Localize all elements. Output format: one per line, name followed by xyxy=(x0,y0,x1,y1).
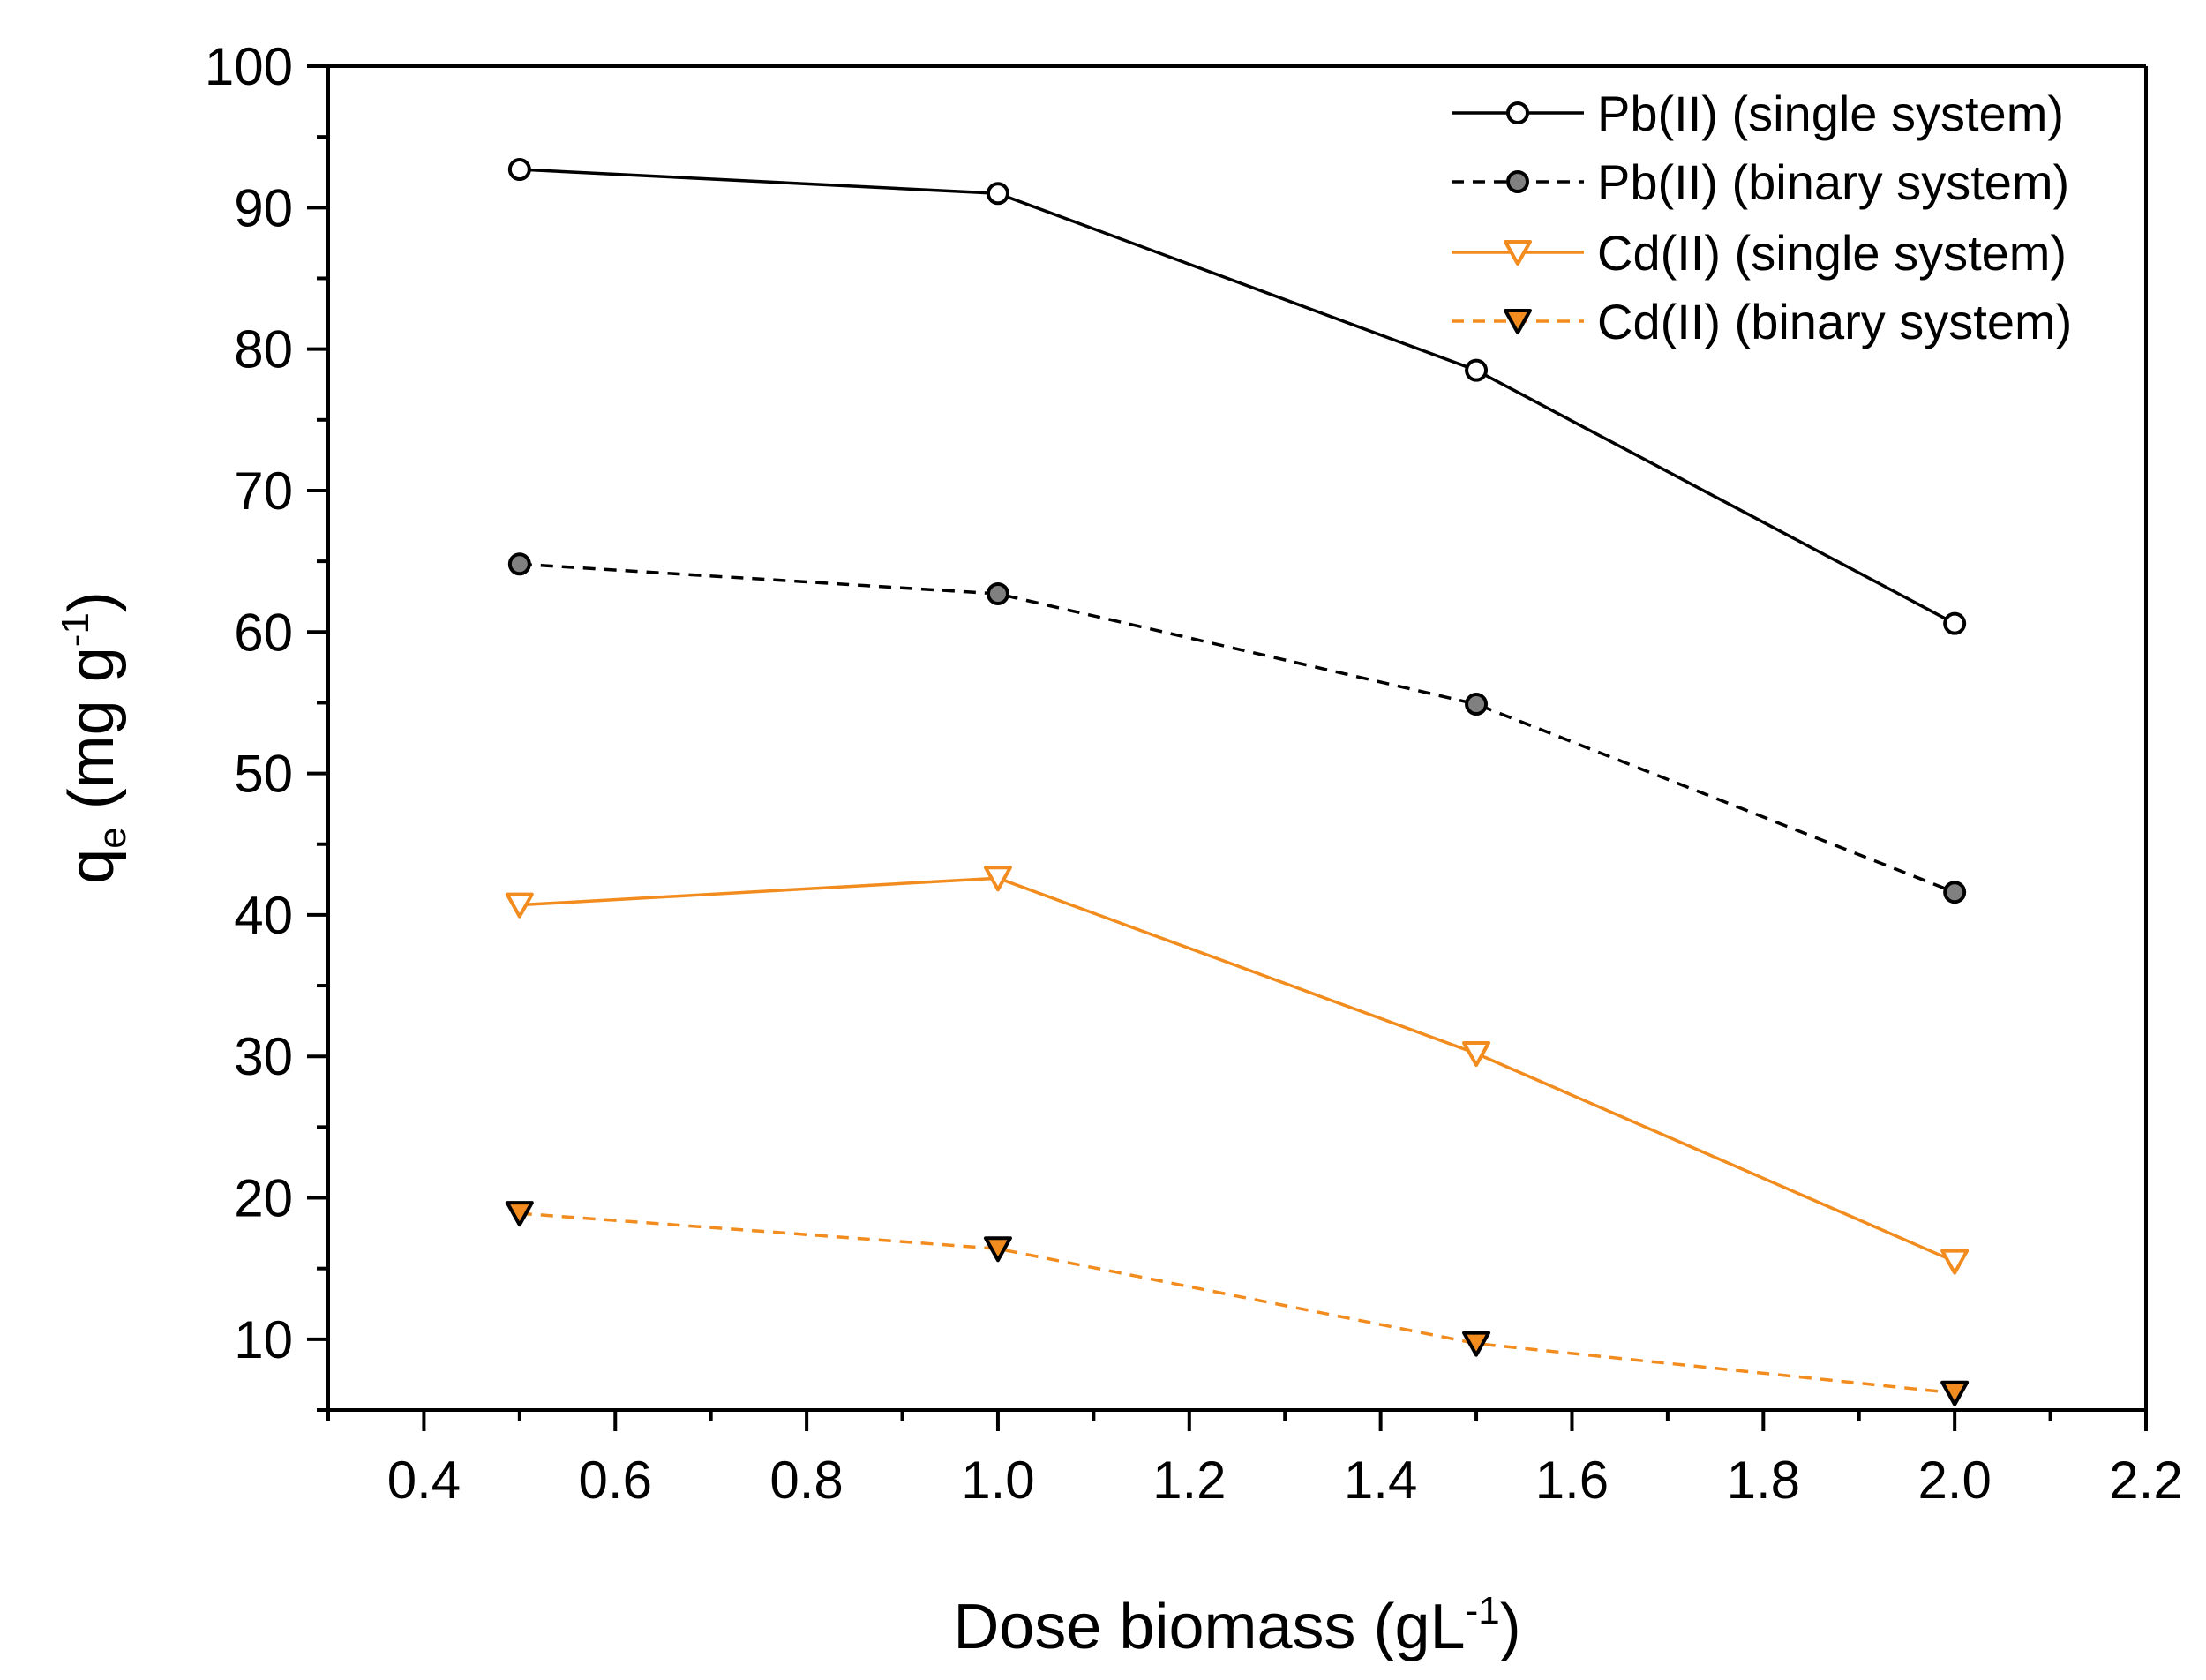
data-point xyxy=(1943,881,1967,904)
data-point xyxy=(1940,1249,1970,1275)
x-tick-label: 0.8 xyxy=(769,1451,843,1510)
x-tick-label: 1.0 xyxy=(961,1451,1034,1510)
legend-label: Cd(II) (binary system) xyxy=(1597,294,2072,349)
x-tick-label: 2.2 xyxy=(2109,1451,2182,1510)
legend-marker xyxy=(1506,101,1529,124)
legend-item: Pb(II) (single system) xyxy=(1452,86,2064,141)
data-point xyxy=(1465,693,1489,716)
legend-item: Pb(II) (binary system) xyxy=(1452,154,2069,210)
legend-label: Pb(II) (single system) xyxy=(1597,86,2064,141)
data-point xyxy=(505,892,534,919)
y-tick-label: 80 xyxy=(234,320,293,379)
legend: Pb(II) (single system) Pb(II) (binary sys… xyxy=(1452,86,2072,349)
legend-label: Cd(II) (single system) xyxy=(1597,225,2067,281)
x-axis-title: Dose biomass (gL-1) xyxy=(953,1589,1520,1662)
data-point xyxy=(983,866,1012,892)
series-4 xyxy=(505,1201,1970,1406)
x-tick-label: 1.6 xyxy=(1535,1451,1609,1510)
x-axis-ticks: 0.4 0.6 0.8 1.0 1.2 1.4 1.6 1.8 2.0 2.2 xyxy=(326,1410,2183,1510)
data-point xyxy=(1462,1331,1491,1357)
legend-item: Cd(II) (binary system) xyxy=(1452,294,2072,349)
series-1 xyxy=(507,158,1967,635)
x-tick-label: 0.6 xyxy=(579,1451,652,1510)
legend-item: Cd(II) (single system) xyxy=(1452,225,2067,281)
y-axis-ticks: 10 20 30 40 50 60 70 80 90 100 xyxy=(205,37,328,1412)
y-tick-label: 60 xyxy=(234,603,293,662)
y-tick-label: 100 xyxy=(205,37,293,96)
series-2 xyxy=(507,552,1967,904)
y-tick-label: 30 xyxy=(234,1027,293,1086)
legend-label: Pb(II) (binary system) xyxy=(1597,154,2069,210)
series-line xyxy=(519,168,1955,626)
y-tick-label: 70 xyxy=(234,461,293,521)
legend-marker xyxy=(1504,240,1532,266)
series-line xyxy=(519,876,1955,1264)
series-3 xyxy=(505,866,1970,1275)
plot-frame xyxy=(326,64,2148,1412)
y-axis-title: qe (mg g-1) xyxy=(54,591,134,884)
y-tick-label: 10 xyxy=(234,1310,293,1369)
x-tick-label: 2.0 xyxy=(1917,1451,1991,1510)
series-line xyxy=(519,562,1955,894)
x-tick-label: 1.8 xyxy=(1727,1451,1800,1510)
legend-marker xyxy=(1504,309,1532,334)
data-point xyxy=(507,158,531,182)
y-tick-label: 90 xyxy=(234,178,293,237)
data-point xyxy=(1462,1041,1491,1067)
series-line xyxy=(519,1211,1955,1395)
data-point xyxy=(505,1201,534,1227)
data-point xyxy=(983,1236,1012,1263)
x-tick-label: 1.4 xyxy=(1344,1451,1417,1510)
data-point xyxy=(1940,1380,1970,1406)
data-point xyxy=(1465,358,1489,382)
x-tick-label: 0.4 xyxy=(387,1451,461,1510)
data-point xyxy=(986,182,1009,206)
series-layer xyxy=(505,158,1970,1406)
x-tick-label: 1.2 xyxy=(1152,1451,1226,1510)
legend-marker xyxy=(1506,170,1529,193)
data-point xyxy=(507,552,531,576)
y-tick-label: 20 xyxy=(234,1169,293,1228)
data-point xyxy=(1943,611,1967,635)
data-point xyxy=(986,581,1009,605)
y-tick-label: 50 xyxy=(234,745,293,804)
y-tick-label: 40 xyxy=(234,886,293,945)
